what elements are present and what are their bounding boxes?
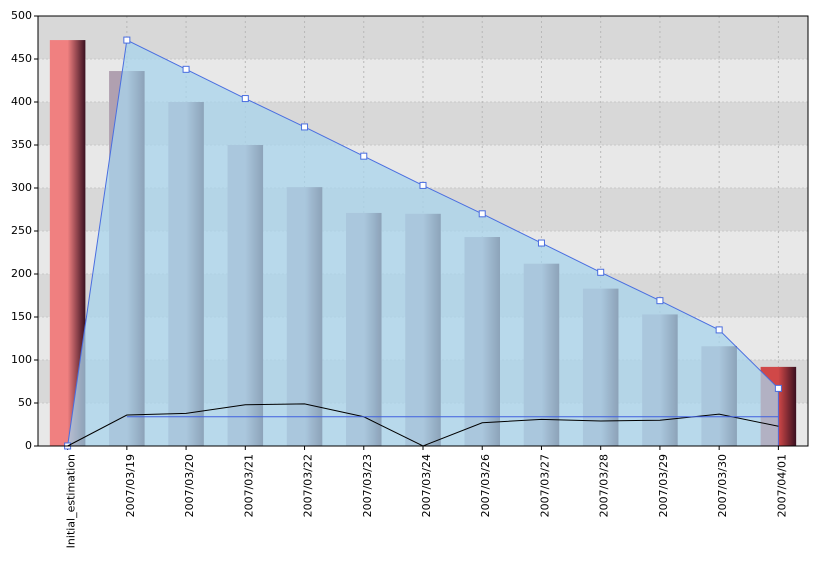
- marker: [419, 181, 427, 189]
- x-tick-label: 2007/03/21: [242, 454, 255, 517]
- marker: [360, 152, 368, 160]
- marker: [597, 268, 605, 276]
- x-tick-label: 2007/03/30: [716, 454, 729, 517]
- marker: [774, 384, 782, 392]
- x-tick-label: 2007/04/01: [775, 454, 788, 517]
- x-tick-label: 2007/03/20: [183, 454, 196, 517]
- plot-border: [37, 15, 809, 447]
- x-tick-label: 2007/03/22: [302, 454, 315, 517]
- x-tick-label: 2007/03/23: [361, 454, 374, 517]
- x-tick-label: 2007/03/27: [538, 454, 551, 517]
- x-tick-label: 2007/03/29: [657, 454, 670, 517]
- marker: [123, 36, 131, 44]
- y-tick-label: 500: [11, 9, 32, 22]
- y-tick-label: 350: [11, 138, 32, 151]
- marker: [715, 326, 723, 334]
- marker: [182, 65, 190, 73]
- x-tick-label: 2007/03/26: [479, 454, 492, 517]
- y-tick-label: 100: [11, 353, 32, 366]
- y-tick-label: 200: [11, 267, 32, 280]
- marker: [301, 123, 309, 131]
- x-tick-label: 2007/03/24: [420, 454, 433, 517]
- y-tick-label: 400: [11, 95, 32, 108]
- marker: [656, 297, 664, 305]
- marker: [537, 239, 545, 247]
- y-tick-label: 150: [11, 310, 32, 323]
- y-tick-label: 250: [11, 224, 32, 237]
- y-tick-label: 50: [18, 396, 32, 409]
- y-tick-label: 300: [11, 181, 32, 194]
- y-tick-label: 450: [11, 52, 32, 65]
- y-tick-label: 0: [25, 439, 32, 452]
- marker: [478, 210, 486, 218]
- x-tick-label: 2007/03/28: [598, 454, 611, 517]
- x-tick-label: Initial_estimation: [65, 454, 78, 548]
- marker: [241, 95, 249, 103]
- x-tick-label: 2007/03/19: [124, 454, 137, 517]
